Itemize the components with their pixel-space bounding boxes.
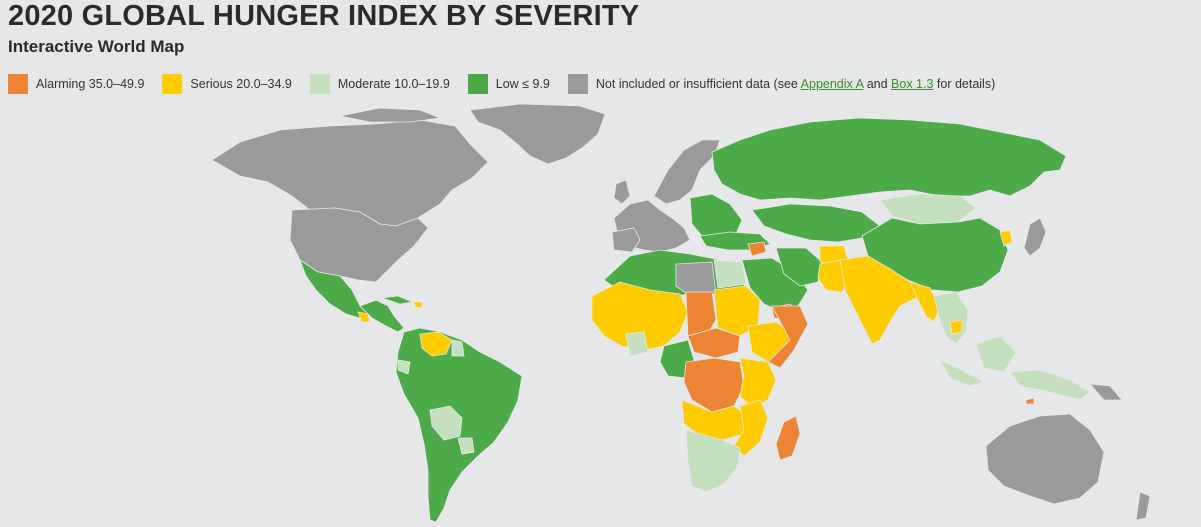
legend-item-moderate: Moderate 10.0–19.9 [309,74,450,94]
canada-islands[interactable] [339,107,442,123]
indonesia-west[interactable] [939,359,986,387]
japan[interactable] [1023,217,1047,257]
russia[interactable] [711,117,1067,201]
guyana[interactable] [451,339,465,357]
indonesia-east[interactable] [1009,369,1091,401]
north-korea[interactable] [999,229,1013,247]
dr-congo[interactable] [683,357,745,413]
north-america-canada[interactable] [211,119,489,227]
legend-swatch-serious [162,74,183,94]
egypt[interactable] [713,259,747,289]
southeast-asia[interactable] [933,291,969,345]
central-asia[interactable] [751,203,881,243]
central-african-republic[interactable] [687,327,741,359]
box-1-3-link[interactable]: Box 1.3 [891,77,934,91]
legend-item-alarming: Alarming 35.0–49.9 [8,74,144,94]
legend-label-not-included: Not included or insufficient data (see A… [596,77,995,91]
cambodia[interactable] [949,319,963,335]
iran[interactable] [775,247,823,287]
world-map[interactable] [0,100,1201,527]
papua-new-guinea[interactable] [1089,383,1123,401]
central-america[interactable] [359,299,405,333]
haiti[interactable] [413,301,423,309]
uk[interactable] [613,179,631,205]
timor-leste[interactable] [1025,397,1035,405]
page-title: 2020 GLOBAL HUNGER INDEX BY SEVERITY [8,0,640,32]
appendix-a-link[interactable]: Appendix A [800,77,864,91]
india[interactable] [839,255,921,345]
ecuador[interactable] [397,359,411,375]
legend-label-moderate: Moderate 10.0–19.9 [337,77,450,91]
mozambique-malawi[interactable] [733,399,769,457]
guatemala[interactable] [357,311,371,323]
venezuela[interactable] [419,331,453,357]
southern-africa[interactable] [685,429,741,493]
legend-swatch-low [467,74,488,94]
iberia[interactable] [611,227,641,253]
syria[interactable] [747,241,767,257]
legend: Alarming 35.0–49.9 Serious 20.0–34.9 Mod… [8,73,1013,95]
mongolia[interactable] [879,193,977,225]
greenland[interactable] [469,103,606,165]
bangladesh-myanmar[interactable] [909,281,941,323]
bolivia[interactable] [429,405,463,441]
legend-label-low: Low ≤ 9.9 [495,77,550,91]
ghana-togo[interactable] [625,331,649,357]
legend-swatch-alarming [8,74,28,94]
na-mid: and [863,77,892,91]
cuba[interactable] [381,295,414,305]
legend-label-alarming: Alarming 35.0–49.9 [36,77,145,91]
madagascar[interactable] [775,415,801,461]
page-subtitle: Interactive World Map [8,37,185,56]
legend-item-serious: Serious 20.0–34.9 [162,74,292,94]
legend-label-serious: Serious 20.0–34.9 [190,77,292,91]
paraguay[interactable] [457,437,475,455]
na-prefix: Not included or insufficient data (see [595,77,801,91]
somalia[interactable] [767,305,809,369]
legend-item-not-included: Not included or insufficient data (see A… [567,74,995,94]
sahel-west-africa[interactable] [591,281,689,351]
legend-swatch-moderate [309,74,330,94]
australia[interactable] [985,413,1105,505]
new-zealand[interactable] [1135,491,1151,521]
na-suffix: for details) [933,77,996,91]
legend-swatch-not-included [567,74,588,94]
philippines-borneo[interactable] [975,335,1017,373]
legend-item-low: Low ≤ 9.9 [467,74,550,94]
